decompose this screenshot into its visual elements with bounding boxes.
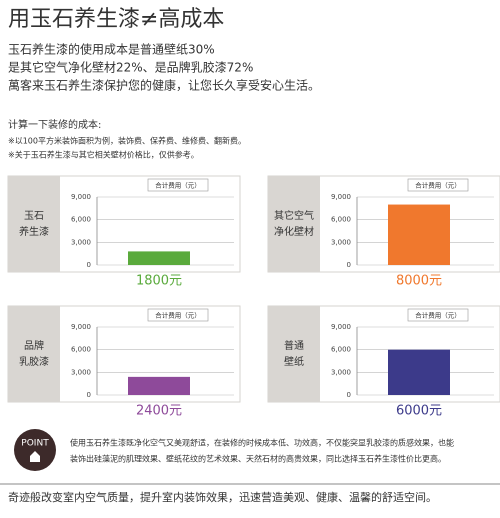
- intro-line: 玉石养生漆的使用成本是普通壁纸30%: [8, 42, 215, 57]
- panel-label: 玉石: [24, 211, 44, 222]
- y-tick-label: 9,000: [71, 323, 91, 331]
- value-label: 6000元: [396, 404, 442, 419]
- home-icon: [30, 451, 40, 462]
- y-tick-label: 3,000: [71, 238, 91, 246]
- y-axis-title: 合计费用（元）: [155, 181, 201, 190]
- point-label: POINT: [21, 439, 49, 449]
- label-box: [268, 176, 320, 272]
- panel-label: 其它空气: [274, 209, 314, 222]
- y-tick-label: 0: [347, 391, 351, 399]
- y-axis-title: 合计费用（元）: [415, 181, 461, 190]
- panel-label: 普通: [284, 339, 304, 352]
- bar: [128, 376, 190, 395]
- y-tick-label: 9,000: [331, 193, 351, 201]
- note: ※以100平方米装饰面积为例，装饰费、保养费、维修费、翻新费。: [8, 136, 246, 146]
- y-axis-title: 合计费用（元）: [415, 311, 461, 320]
- label-box: [8, 176, 60, 272]
- label-box: [8, 306, 60, 402]
- y-tick-label: 3,000: [331, 238, 351, 246]
- value-label: 8000元: [396, 274, 442, 289]
- bar: [128, 251, 190, 265]
- intro-line: 是其它空气净化壁材22%、是品牌乳胶漆72%: [8, 60, 253, 75]
- value-label: 1800元: [136, 274, 182, 289]
- y-tick-label: 9,000: [71, 193, 91, 201]
- y-tick-label: 6,000: [331, 346, 351, 354]
- y-tick-label: 6,000: [71, 216, 91, 224]
- y-tick-label: 0: [87, 391, 91, 399]
- y-tick-label: 0: [347, 261, 351, 269]
- ylabel-box: [407, 308, 469, 322]
- point-text: 使用玉石养生漆既净化空气又美观舒适，在装修的时候成本低、功效高，不仅能突显乳胶漆…: [70, 438, 454, 448]
- y-tick-label: 3,000: [331, 368, 351, 376]
- y-tick-label: 6,000: [331, 216, 351, 224]
- panel-label: 净化壁材: [274, 225, 314, 238]
- y-tick-label: 9,000: [331, 323, 351, 331]
- bar: [388, 204, 450, 265]
- ylabel-box: [407, 178, 469, 192]
- y-axis-title: 合计费用（元）: [155, 311, 201, 320]
- y-tick-label: 6,000: [71, 346, 91, 354]
- y-tick-label: 3,000: [71, 368, 91, 376]
- intro-line: 萬客来玉石养生漆保护您的健康，让您长久享受安心生活。: [8, 78, 320, 93]
- footer: 奇迹般改变室内空气质量，提升室内装饰效果，迅速营造美观、健康、温馨的舒适空间。: [8, 490, 437, 504]
- label-box: [268, 306, 320, 402]
- point-text: 装饰出硅藻泥的肌理效果、壁纸花纹的艺术效果、天然石材的高贵效果，同比选择玉石养生…: [70, 454, 446, 464]
- panel-label: 品牌: [24, 339, 44, 352]
- panel-label: 乳胶漆: [19, 355, 49, 368]
- bar: [388, 349, 450, 395]
- value-label: 2400元: [136, 404, 182, 419]
- ylabel-box: [147, 178, 209, 192]
- ylabel-box: [147, 308, 209, 322]
- panel-label: 壁纸: [284, 355, 304, 368]
- note: ※关于玉石养生漆与其它相关壁材价格比，仅供参考。: [8, 150, 199, 160]
- panel-label: 养生漆: [19, 225, 49, 238]
- notes-title: 计算一下装修的成本:: [8, 118, 101, 131]
- title: 用玉石养生漆≠高成本: [8, 7, 224, 32]
- y-tick-label: 0: [87, 261, 91, 269]
- point-badge: [14, 429, 56, 471]
